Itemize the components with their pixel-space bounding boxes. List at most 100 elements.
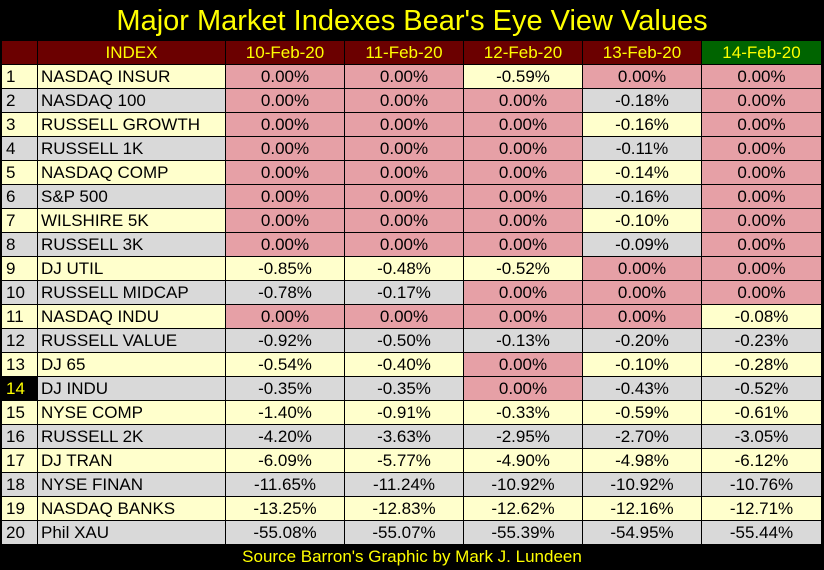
value-cell: 0.00% [582, 304, 702, 329]
index-name-cell: NASDAQ BANKS [37, 496, 226, 521]
value-cell: -4.98% [582, 448, 702, 473]
value-cell: -55.39% [463, 520, 583, 545]
value-cell: -55.07% [344, 520, 464, 545]
value-cell: -0.35% [225, 376, 345, 401]
value-cell: -0.08% [701, 304, 822, 329]
value-cell: 0.00% [344, 88, 464, 113]
index-name-cell: RUSSELL VALUE [37, 328, 226, 353]
value-cell: -0.14% [582, 160, 702, 185]
value-cell: 0.00% [701, 280, 822, 305]
value-cell: -0.20% [582, 328, 702, 353]
table-row: 3 RUSSELL GROWTH 0.00% 0.00% 0.00% -0.16% 0.00… [1, 112, 822, 137]
value-cell: -0.48% [344, 256, 464, 281]
rank-cell: 8 [1, 232, 38, 257]
index-name-cell: DJ UTIL [37, 256, 226, 281]
value-cell: -10.92% [582, 472, 702, 497]
index-table: INDEX 10-Feb-20 11-Feb-20 12-Feb-20 13-F… [1, 40, 822, 545]
value-cell: -0.18% [582, 88, 702, 113]
value-cell: -12.62% [463, 496, 583, 521]
value-cell: 0.00% [463, 352, 583, 377]
value-cell: 0.00% [701, 136, 822, 161]
value-cell: -3.05% [701, 424, 822, 449]
table-row: 17 DJ TRAN -6.09% -5.77% -4.90% -4.98% -6.12% [1, 448, 822, 473]
rank-cell: 5 [1, 160, 38, 185]
value-cell: -12.16% [582, 496, 702, 521]
value-cell: -5.77% [344, 448, 464, 473]
table-row: 8 RUSSELL 3K 0.00% 0.00% 0.00% -0.09% 0.00% [1, 232, 822, 257]
value-cell: -0.10% [582, 208, 702, 233]
value-cell: -0.91% [344, 400, 464, 425]
value-cell: -0.13% [463, 328, 583, 353]
value-cell: -0.16% [582, 112, 702, 137]
value-cell: -54.95% [582, 520, 702, 545]
value-cell: 0.00% [701, 208, 822, 233]
value-cell: -0.59% [463, 64, 583, 89]
table-row: 5 NASDAQ COMP 0.00% 0.00% 0.00% -0.14% 0.00% [1, 160, 822, 185]
header-date-2: 11-Feb-20 [344, 40, 464, 65]
index-name-cell: NASDAQ 100 [37, 88, 226, 113]
rank-cell: 13 [1, 352, 38, 377]
value-cell: -11.24% [344, 472, 464, 497]
index-name-cell: RUSSELL 3K [37, 232, 226, 257]
rank-cell: 20 [1, 520, 38, 545]
value-cell: -2.70% [582, 424, 702, 449]
value-cell: -4.20% [225, 424, 345, 449]
header-row: INDEX 10-Feb-20 11-Feb-20 12-Feb-20 13-F… [1, 40, 822, 65]
index-name-cell: NYSE FINAN [37, 472, 226, 497]
table-row: 13 DJ 65 -0.54% -0.40% 0.00% -0.10% -0.28% [1, 352, 822, 377]
rank-cell: 12 [1, 328, 38, 353]
value-cell: 0.00% [225, 64, 345, 89]
value-cell: 0.00% [463, 376, 583, 401]
value-cell: -3.63% [344, 424, 464, 449]
value-cell: -0.78% [225, 280, 345, 305]
rank-cell: 3 [1, 112, 38, 137]
value-cell: 0.00% [463, 136, 583, 161]
rank-cell: 11 [1, 304, 38, 329]
header-date-3: 12-Feb-20 [463, 40, 583, 65]
value-cell: 0.00% [701, 256, 822, 281]
table-row: 16 RUSSELL 2K -4.20% -3.63% -2.95% -2.70% -3.0… [1, 424, 822, 449]
rank-cell: 16 [1, 424, 38, 449]
value-cell: 0.00% [344, 136, 464, 161]
rank-cell: 17 [1, 448, 38, 473]
value-cell: 0.00% [463, 184, 583, 209]
value-cell: 0.00% [701, 88, 822, 113]
value-cell: -0.09% [582, 232, 702, 257]
value-cell: -0.35% [344, 376, 464, 401]
value-cell: -10.76% [701, 472, 822, 497]
value-cell: -11.65% [225, 472, 345, 497]
value-cell: 0.00% [582, 280, 702, 305]
source-credit: Source Barron's Graphic by Mark J. Lunde… [242, 547, 582, 566]
table-row: 4 RUSSELL 1K 0.00% 0.00% 0.00% -0.11% 0.00% [1, 136, 822, 161]
value-cell: -12.83% [344, 496, 464, 521]
value-cell: -0.59% [582, 400, 702, 425]
value-cell: -6.12% [701, 448, 822, 473]
table-row: 2 NASDAQ 100 0.00% 0.00% 0.00% -0.18% 0.00% [1, 88, 822, 113]
value-cell: 0.00% [344, 160, 464, 185]
value-cell: -1.40% [225, 400, 345, 425]
value-cell: 0.00% [701, 112, 822, 137]
rank-cell: 1 [1, 64, 38, 89]
value-cell: -0.23% [701, 328, 822, 353]
value-cell: 0.00% [582, 256, 702, 281]
header-date-4: 13-Feb-20 [582, 40, 702, 65]
rank-cell: 10 [1, 280, 38, 305]
index-name-cell: RUSSELL 1K [37, 136, 226, 161]
value-cell: 0.00% [463, 112, 583, 137]
value-cell: 0.00% [463, 304, 583, 329]
value-cell: 0.00% [344, 304, 464, 329]
index-name-cell: RUSSELL GROWTH [37, 112, 226, 137]
rank-cell: 2 [1, 88, 38, 113]
value-cell: -0.40% [344, 352, 464, 377]
value-cell: -2.95% [463, 424, 583, 449]
table-row: 12 RUSSELL VALUE -0.92% -0.50% -0.13% -0.20% -… [1, 328, 822, 353]
rank-cell: 18 [1, 472, 38, 497]
value-cell: -0.17% [344, 280, 464, 305]
value-cell: 0.00% [701, 160, 822, 185]
value-cell: 0.00% [344, 112, 464, 137]
header-date-1: 10-Feb-20 [225, 40, 345, 65]
value-cell: -0.85% [225, 256, 345, 281]
value-cell: -55.08% [225, 520, 345, 545]
value-cell: -0.54% [225, 352, 345, 377]
rank-cell: 14 [1, 376, 38, 401]
